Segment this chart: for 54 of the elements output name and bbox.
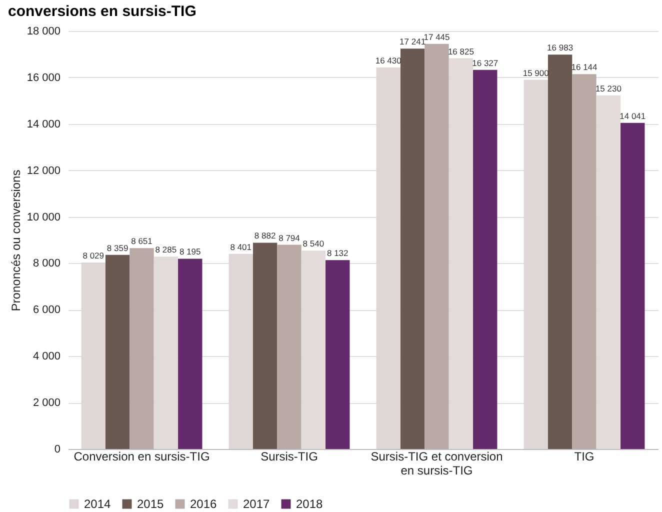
data-label: 8 882: [254, 230, 276, 241]
legend-label: 2018: [296, 497, 324, 511]
data-label: 17 241: [400, 36, 426, 47]
bar: [326, 260, 350, 449]
y-tick-label: 12 000: [26, 164, 60, 177]
data-label: 8 285: [155, 244, 177, 255]
data-label: 8 195: [179, 246, 202, 257]
bar: [154, 256, 178, 449]
data-label: 16 825: [448, 46, 474, 56]
x-tick-label: TIG: [574, 450, 594, 464]
bar: [105, 254, 130, 449]
y-tick-label: 14 000: [26, 118, 60, 130]
bar: [572, 74, 596, 449]
data-label: 14 041: [620, 110, 646, 121]
y-tick-label: 6 000: [32, 304, 60, 316]
legend-label: 2014: [84, 497, 112, 511]
data-label: 17 445: [424, 32, 450, 42]
data-label: 8 132: [326, 248, 349, 258]
bar: [448, 58, 474, 449]
bar: [400, 48, 425, 449]
data-label: 8 651: [131, 236, 153, 246]
y-tick-label: 18 000: [26, 26, 60, 38]
data-label: 16 983: [547, 42, 574, 53]
data-label: 15 230: [595, 83, 622, 94]
legend-label: 2016: [190, 497, 218, 511]
bar: [548, 54, 572, 449]
data-label: 8 029: [82, 250, 104, 261]
bar: [252, 242, 278, 449]
legend-label: 2015: [137, 497, 164, 511]
data-label: 16 327: [472, 58, 498, 68]
bar: [178, 258, 202, 449]
data-label: 8 359: [106, 242, 128, 253]
chart-title: conversions en sursis-TIG: [8, 3, 196, 20]
y-tick-label: 4 000: [32, 350, 60, 363]
bar: [424, 44, 449, 449]
y-tick-label: 2 000: [32, 397, 60, 410]
bar: [277, 244, 302, 449]
x-tick-label: Conversion en sursis-TIG: [74, 450, 210, 464]
x-tick-label: Sursis-TIG et conversion en sursis-TIG: [370, 450, 503, 478]
y-tick-label: 8 000: [32, 258, 60, 270]
bar: [301, 250, 326, 449]
data-label: 8 540: [302, 238, 324, 249]
y-tick-label: 16 000: [26, 72, 60, 84]
bar: [473, 70, 498, 449]
legend-label: 2017: [243, 497, 270, 511]
bar: [130, 248, 154, 449]
y-tick-label: 10 000: [26, 211, 60, 224]
y-axis-title: Prononcés ou conversions: [8, 170, 23, 312]
data-label: 8 794: [278, 232, 300, 243]
bar: [596, 95, 621, 449]
bar: [620, 122, 645, 449]
x-tick-label: Sursis-TIG: [260, 450, 318, 464]
data-label: 8 401: [230, 242, 252, 252]
y-tick-label: 0: [54, 444, 60, 456]
